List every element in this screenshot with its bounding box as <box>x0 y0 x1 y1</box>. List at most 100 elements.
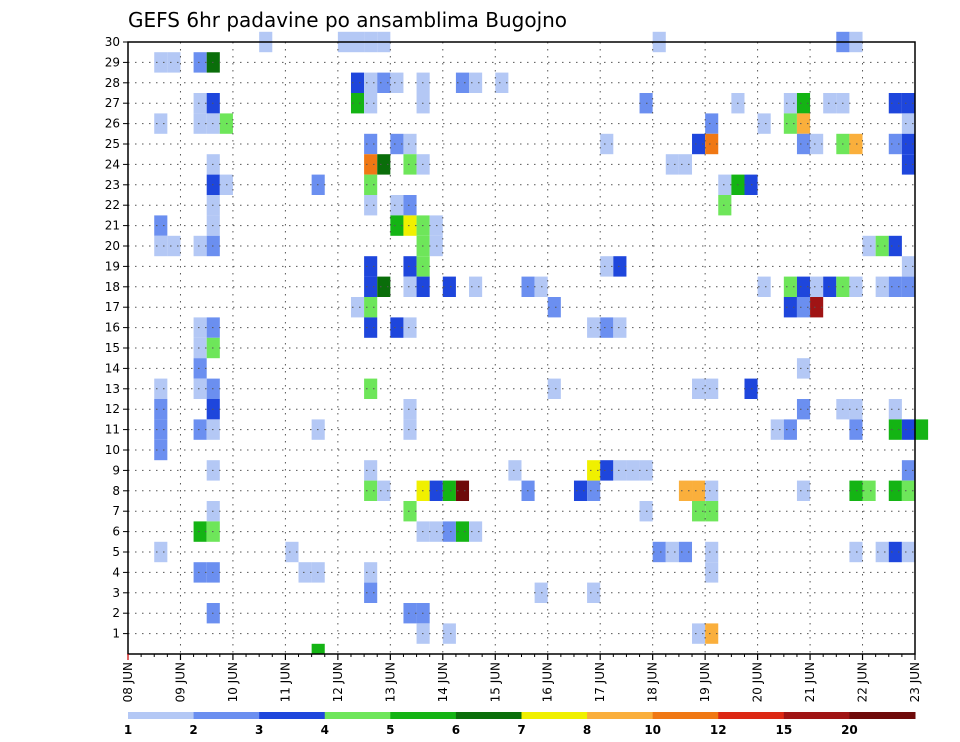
precip-cell <box>823 93 837 114</box>
precip-cell <box>692 623 706 644</box>
precip-cell <box>403 603 417 624</box>
precip-cell <box>796 358 811 379</box>
precip-cell <box>403 501 417 522</box>
y-tick-label: 9 <box>112 463 120 477</box>
precip-cell <box>403 276 417 297</box>
precip-cell <box>154 235 168 257</box>
precip-cell <box>600 133 614 155</box>
precip-cell <box>783 113 797 134</box>
precip-cell <box>364 256 378 277</box>
precip-cell <box>364 195 378 216</box>
precip-cell <box>705 378 719 399</box>
precip-cell <box>613 256 627 277</box>
precip-cell <box>403 133 417 155</box>
precip-cell <box>403 256 417 277</box>
precip-cell <box>587 460 601 481</box>
legend-label: 10 <box>644 723 661 737</box>
precip-cell <box>364 582 378 603</box>
precip-cell <box>875 541 889 563</box>
precip-cell <box>455 480 470 501</box>
precip-cell <box>705 541 719 563</box>
precip-cell <box>770 419 784 440</box>
legend-label: 3 <box>255 723 263 737</box>
y-tick-label: 18 <box>105 280 120 294</box>
precip-cell <box>587 582 601 603</box>
x-tick-label: 19 JUN <box>698 662 712 702</box>
precip-cell <box>783 93 797 114</box>
precip-cell <box>154 113 168 134</box>
precip-cell <box>495 72 509 93</box>
legend-swatch <box>193 712 260 719</box>
legend-swatch <box>587 712 654 719</box>
precip-cell <box>364 480 378 501</box>
precip-cell <box>823 276 837 297</box>
precip-cell <box>377 72 391 93</box>
precip-cell <box>862 480 876 501</box>
precip-cell <box>403 419 417 440</box>
precip-cell <box>442 480 456 501</box>
precip-cell <box>154 541 168 563</box>
legend-label: 6 <box>452 723 460 737</box>
precip-cell <box>154 419 168 440</box>
precip-cell <box>285 541 299 563</box>
precip-cell <box>652 541 666 563</box>
precip-cell <box>193 235 207 257</box>
precip-cell <box>862 235 876 257</box>
precip-cell <box>364 154 378 175</box>
precip-cell <box>692 133 706 155</box>
precip-cell <box>364 72 378 93</box>
precip-cell <box>888 399 902 420</box>
chart-title: GEFS 6hr padavine po ansamblima Bugojno <box>128 8 567 32</box>
x-tick-label: 15 JUN <box>488 662 502 702</box>
precip-cell <box>167 235 181 257</box>
y-tick-label: 12 <box>105 402 120 416</box>
y-tick-label: 1 <box>112 627 120 641</box>
precip-cell <box>849 541 863 563</box>
legend-swatch <box>390 712 457 719</box>
precip-cell <box>193 521 207 542</box>
precip-cell <box>193 317 207 338</box>
precip-cell <box>901 541 915 563</box>
x-tick-label: 09 JUN <box>173 662 187 702</box>
legend-label: 8 <box>583 723 591 737</box>
precip-cell <box>810 276 824 297</box>
y-tick-label: 24 <box>105 157 120 171</box>
precip-cell <box>796 276 811 297</box>
precip-cell <box>692 501 706 522</box>
precip-cell <box>901 460 915 481</box>
legend-label: 12 <box>710 723 727 737</box>
x-tick-label: 21 JUN <box>803 662 817 702</box>
precip-cell <box>154 439 168 461</box>
y-tick-label: 19 <box>105 259 120 273</box>
precip-cell <box>901 113 915 134</box>
precip-cell <box>796 93 811 114</box>
y-tick-label: 13 <box>105 382 120 396</box>
precip-cell <box>193 378 207 399</box>
precip-cell <box>705 113 719 134</box>
y-tick-label: 25 <box>105 137 120 151</box>
precip-cell <box>849 276 863 297</box>
precip-cell <box>193 93 207 114</box>
y-tick-label: 8 <box>112 484 120 498</box>
precip-cell <box>888 276 902 297</box>
y-tick-label: 7 <box>112 504 120 518</box>
precip-cell <box>469 521 483 542</box>
legend-swatch <box>783 712 850 719</box>
legend-swatch <box>849 712 916 719</box>
x-tick-label: 10 JUN <box>226 662 240 702</box>
precip-cell <box>377 480 391 501</box>
precip-cell <box>193 358 207 379</box>
y-tick-label: 23 <box>105 178 120 192</box>
y-tick-label: 3 <box>112 586 120 600</box>
legend-swatch <box>521 712 588 719</box>
legend-label: 5 <box>386 723 394 737</box>
precip-cell <box>298 562 312 583</box>
precip-cell <box>692 480 706 501</box>
precip-cell <box>364 133 378 155</box>
precip-cell <box>193 337 207 359</box>
precip-cell <box>705 562 719 583</box>
precip-cell <box>901 93 915 114</box>
precip-cell <box>154 378 168 399</box>
precip-cell <box>167 52 181 73</box>
